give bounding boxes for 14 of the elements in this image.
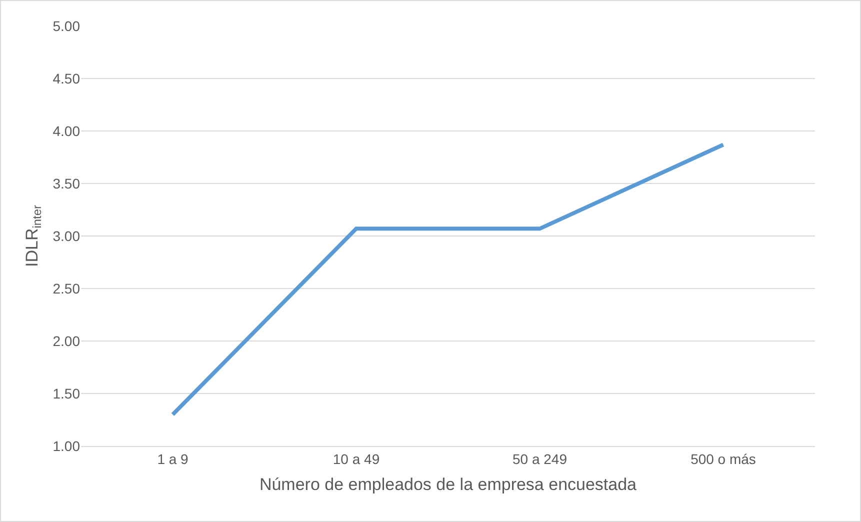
y-tick-label: 5.00 — [52, 18, 80, 34]
y-tick-label: 4.00 — [52, 122, 80, 139]
y-tick-label: 1.50 — [52, 385, 80, 402]
x-tick-label: 1 a 9 — [157, 450, 189, 467]
y-tick-label: 2.50 — [52, 280, 80, 296]
y-tick-label: 3.50 — [52, 175, 80, 192]
x-tick-label: 50 a 249 — [512, 450, 568, 467]
x-axis-title: Número de empleados de la empresa encuestada — [259, 475, 638, 494]
x-tick-label: 500 o más — [690, 450, 756, 467]
y-tick-label: 4.50 — [52, 70, 80, 86]
y-tick-label: 1.00 — [52, 438, 80, 454]
x-tick-label: 10 a 49 — [332, 450, 380, 467]
y-tick-label: 2.00 — [52, 332, 80, 349]
y-tick-label: 3.00 — [52, 228, 80, 244]
